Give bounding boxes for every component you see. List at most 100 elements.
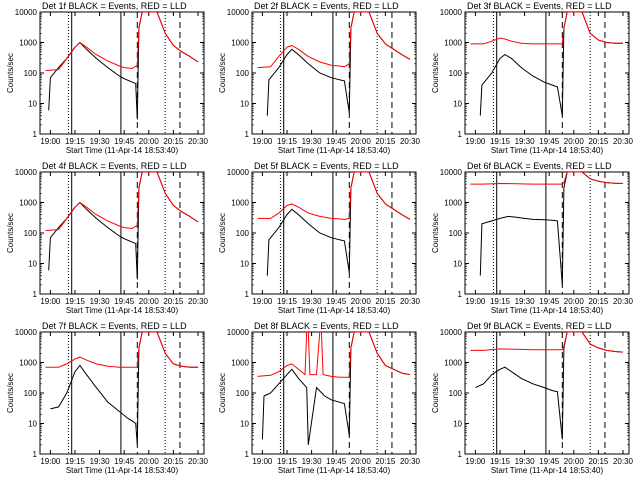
lld-series-line bbox=[470, 172, 624, 185]
x-tick-label: 19:15 bbox=[277, 297, 298, 306]
x-tick-label: 19:00 bbox=[252, 457, 273, 466]
chart-title: Det 2f BLACK = Events, RED = LLD bbox=[254, 1, 399, 11]
x-tick-label: 20:00 bbox=[564, 457, 585, 466]
x-axis-label: Start Time (11-Apr-14 18:53:40) bbox=[491, 146, 604, 155]
x-tick-label: 20:30 bbox=[613, 297, 634, 306]
y-tick-label: 1000 bbox=[231, 199, 249, 208]
y-tick-label: 100 bbox=[24, 229, 38, 238]
events-series-line bbox=[479, 12, 623, 116]
lld-series-line bbox=[470, 12, 623, 45]
x-axis-label: Start Time (11-Apr-14 18:53:40) bbox=[278, 146, 391, 155]
events-series-line bbox=[266, 12, 411, 116]
x-tick-label: 19:30 bbox=[302, 457, 323, 466]
y-tick-label: 1 bbox=[245, 130, 250, 139]
x-tick-label: 19:00 bbox=[465, 137, 486, 146]
x-tick-label: 20:15 bbox=[588, 137, 609, 146]
y-tick-label: 1000 bbox=[444, 359, 462, 368]
x-tick-label: 19:15 bbox=[490, 137, 511, 146]
y-axis-label: Counts/sec bbox=[431, 373, 440, 413]
y-tick-label: 10 bbox=[240, 420, 249, 429]
events-series-line bbox=[479, 172, 624, 285]
x-tick-label: 19:30 bbox=[302, 137, 323, 146]
x-tick-label: 19:00 bbox=[465, 457, 486, 466]
events-series-line bbox=[266, 172, 411, 276]
x-tick-label: 19:30 bbox=[515, 457, 536, 466]
y-tick-label: 1 bbox=[33, 450, 38, 459]
y-tick-label: 100 bbox=[449, 69, 463, 78]
y-tick-label: 100 bbox=[236, 229, 250, 238]
y-axis-label: Counts/sec bbox=[218, 53, 227, 93]
y-tick-label: 1 bbox=[458, 290, 463, 299]
x-axis-label: Start Time (11-Apr-14 18:53:40) bbox=[66, 306, 179, 315]
x-tick-label: 19:00 bbox=[252, 137, 273, 146]
y-tick-label: 1000 bbox=[19, 39, 37, 48]
x-tick-label: 19:15 bbox=[490, 297, 511, 306]
x-tick-label: 19:45 bbox=[539, 137, 560, 146]
y-tick-label: 10000 bbox=[15, 328, 38, 337]
plot-frame bbox=[39, 11, 205, 135]
plot-frame bbox=[39, 171, 205, 295]
x-tick-label: 20:30 bbox=[400, 457, 421, 466]
x-tick-label: 19:15 bbox=[277, 457, 298, 466]
y-axis-label: Counts/sec bbox=[218, 213, 227, 253]
x-tick-label: 19:45 bbox=[326, 457, 347, 466]
x-tick-label: 19:45 bbox=[114, 457, 135, 466]
y-tick-label: 10000 bbox=[15, 168, 38, 177]
x-tick-label: 20:15 bbox=[163, 457, 184, 466]
panel-6: Det 6f BLACK = Events, RED = LLD 1 10 100 10… bbox=[431, 161, 634, 315]
lld-series-line bbox=[45, 332, 198, 368]
events-series-line bbox=[261, 332, 411, 445]
x-tick-label: 20:00 bbox=[351, 137, 372, 146]
x-tick-label: 19:00 bbox=[40, 297, 61, 306]
plot-frame bbox=[39, 331, 205, 455]
panel-2: Det 2f BLACK = Events, RED = LLD 1 10 100 10… bbox=[218, 1, 421, 155]
chart-title: Det 8f BLACK = Events, RED = LLD bbox=[254, 321, 399, 331]
x-tick-label: 19:45 bbox=[326, 137, 347, 146]
panel-3: Det 3f BLACK = Events, RED = LLD 1 10 100 10… bbox=[431, 1, 634, 155]
lld-series-line bbox=[470, 332, 624, 353]
y-tick-label: 100 bbox=[24, 389, 38, 398]
y-tick-label: 1000 bbox=[19, 199, 37, 208]
events-series-line bbox=[475, 332, 624, 440]
panel-1: Det 1f BLACK = Events, RED = LLD 1 10 100 10… bbox=[6, 1, 209, 155]
x-tick-label: 19:45 bbox=[539, 297, 560, 306]
x-tick-label: 20:15 bbox=[588, 457, 609, 466]
x-tick-label: 19:15 bbox=[65, 457, 86, 466]
x-axis-label: Start Time (11-Apr-14 18:53:40) bbox=[66, 466, 179, 475]
lld-series-line bbox=[45, 172, 199, 232]
panel-5: Det 5f BLACK = Events, RED = LLD 1 10 100 10… bbox=[218, 161, 421, 315]
panel-8: Det 8f BLACK = Events, RED = LLD 1 10 100 10… bbox=[218, 321, 421, 475]
x-axis-label: Start Time (11-Apr-14 18:53:40) bbox=[278, 466, 391, 475]
events-series-line bbox=[50, 332, 198, 445]
y-tick-label: 10 bbox=[28, 100, 37, 109]
y-tick-label: 1 bbox=[245, 290, 250, 299]
x-tick-label: 19:45 bbox=[114, 297, 135, 306]
y-tick-label: 10 bbox=[453, 260, 462, 269]
x-tick-label: 20:00 bbox=[564, 297, 585, 306]
y-tick-label: 10000 bbox=[440, 328, 463, 337]
x-tick-label: 20:15 bbox=[163, 137, 184, 146]
x-tick-label: 20:15 bbox=[375, 137, 396, 146]
y-axis-label: Counts/sec bbox=[431, 213, 440, 253]
events-series-line bbox=[48, 12, 199, 120]
events-series-line bbox=[48, 172, 199, 280]
panel-9: Det 9f BLACK = Events, RED = LLD 1 10 100 10… bbox=[431, 321, 634, 475]
x-tick-label: 20:30 bbox=[400, 137, 421, 146]
x-axis-label: Start Time (11-Apr-14 18:53:40) bbox=[66, 146, 179, 155]
x-tick-label: 19:00 bbox=[465, 297, 486, 306]
x-tick-label: 20:30 bbox=[188, 297, 209, 306]
plot-frame bbox=[251, 331, 417, 455]
x-tick-label: 19:00 bbox=[252, 297, 273, 306]
x-tick-label: 20:00 bbox=[139, 137, 160, 146]
chart-title: Det 9f BLACK = Events, RED = LLD bbox=[467, 321, 612, 331]
x-tick-label: 20:15 bbox=[375, 297, 396, 306]
y-tick-label: 1000 bbox=[19, 359, 37, 368]
y-tick-label: 1000 bbox=[231, 359, 249, 368]
x-axis-label: Start Time (11-Apr-14 18:53:40) bbox=[491, 466, 604, 475]
y-tick-label: 100 bbox=[236, 69, 250, 78]
y-tick-label: 10 bbox=[453, 420, 462, 429]
lld-series-line bbox=[257, 172, 411, 220]
x-tick-label: 20:00 bbox=[351, 297, 372, 306]
y-tick-label: 100 bbox=[449, 389, 463, 398]
